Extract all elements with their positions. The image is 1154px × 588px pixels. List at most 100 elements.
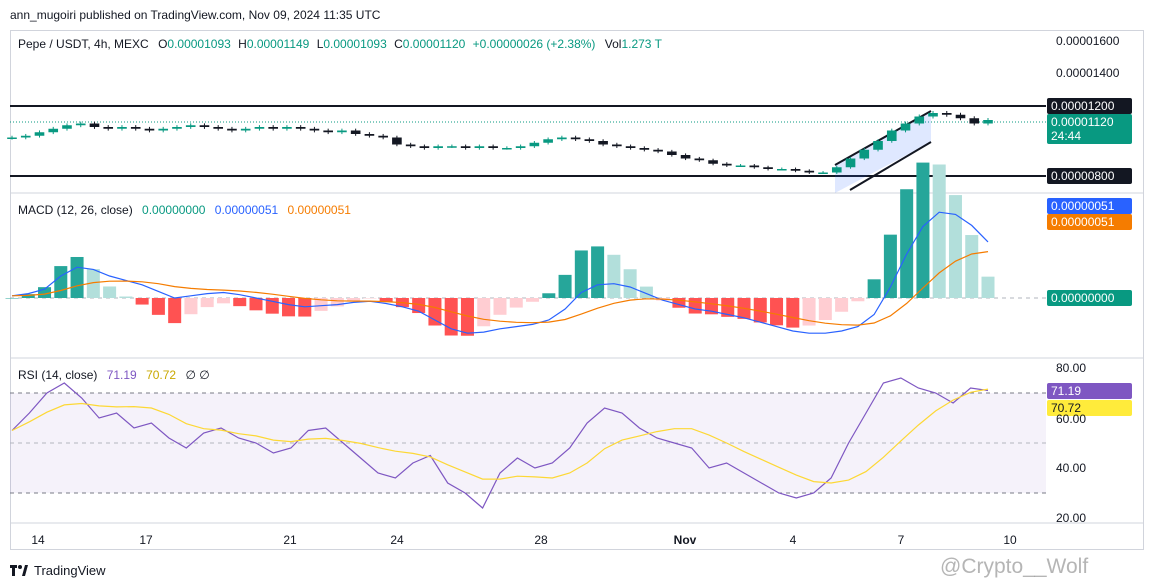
macd-hist-bar [216, 298, 230, 304]
macd-legend[interactable]: MACD (12, 26, close) 0.00000000 0.000000… [18, 203, 351, 217]
candle [776, 169, 787, 171]
symbol-label: Pepe / USDT, 4h, MEXC [18, 37, 149, 51]
candle [735, 165, 746, 167]
macd-name: MACD (12, 26, close) [18, 203, 133, 217]
macd-value: 0.00000051 [214, 203, 279, 217]
macd-hist-bar [330, 298, 344, 307]
candle [103, 127, 114, 129]
candle [282, 127, 292, 129]
macd-hist-bar [428, 298, 442, 326]
vol-value: 1.273 T [621, 37, 662, 51]
macd-hist-bar [753, 298, 767, 323]
candle [405, 144, 416, 147]
macd-signal-tag: 0.00000051 [1047, 198, 1132, 214]
macd-hist-bar [54, 266, 68, 298]
candle [337, 130, 347, 133]
price-label: 0.00001600 [1056, 34, 1120, 48]
candle [75, 123, 86, 126]
candle [914, 116, 925, 124]
macd-hist-bar [103, 286, 117, 298]
macd-hist-bar [688, 298, 702, 314]
candle [392, 137, 402, 145]
x-tick-label: 28 [534, 533, 548, 547]
candle [625, 146, 636, 148]
candle [543, 139, 553, 143]
candle [639, 148, 650, 150]
macd-hist-bar [542, 293, 556, 298]
candle [62, 125, 72, 129]
candle [928, 113, 938, 117]
price-label: 0.00001400 [1056, 66, 1120, 80]
chart-frame[interactable] [10, 30, 1144, 550]
macd-hist-bar [770, 298, 784, 326]
candle [268, 127, 278, 129]
candle [488, 146, 498, 148]
candle [680, 155, 691, 159]
candle [859, 149, 870, 159]
candle [172, 127, 182, 129]
candle [873, 141, 883, 150]
tradingview-brand[interactable]: TradingView [10, 563, 106, 578]
rsi-legend[interactable]: RSI (14, close) 71.19 70.72 ∅ ∅ [18, 368, 210, 382]
candle [89, 123, 100, 127]
candle [831, 167, 842, 173]
candle [323, 130, 333, 133]
brand-name: TradingView [34, 563, 106, 578]
macd-hist-bar [412, 298, 426, 314]
tradingview-logo-icon [10, 564, 28, 576]
candle [240, 128, 251, 131]
watermark: @Crypto__Wolf [940, 555, 1089, 578]
macd-hist-bar [607, 254, 621, 298]
macd-hist-bar [802, 298, 816, 326]
x-tick-label: 4 [789, 533, 797, 547]
macd-hist-bar [851, 298, 865, 302]
candle [790, 169, 801, 171]
x-tick-label: 17 [139, 533, 153, 547]
macd-hist-bar [591, 246, 605, 298]
candle [818, 172, 828, 174]
macd-hist-bar [981, 276, 995, 298]
support-tag: 0.00000800 [1047, 168, 1132, 184]
macd-hist-bar [493, 298, 507, 315]
macd-hist-bar [119, 296, 133, 298]
candle [694, 158, 705, 161]
candle [529, 142, 540, 147]
macd-hist-bar [477, 298, 491, 327]
macd-hist-bar [135, 298, 149, 305]
macd-hist-tag: 0.00000000 [1047, 290, 1132, 306]
ascending-channel [835, 111, 931, 193]
macd-hist-bar [5, 298, 19, 299]
vol-label: Vol [604, 37, 622, 51]
candle [158, 128, 169, 131]
macd-hist-bar [965, 235, 979, 298]
macd-hist-bar [900, 189, 914, 298]
candle [7, 137, 17, 139]
rsi-axis-label: 80.00 [1056, 361, 1087, 375]
macd-hist-bar [460, 298, 474, 336]
main-legend[interactable]: Pepe / USDT, 4h, MEXC O0.00001093 H0.000… [18, 37, 662, 51]
candle [708, 160, 718, 164]
macd-hist-bar [347, 298, 361, 301]
close-value: 0.00001120 [402, 37, 466, 51]
low-label: L [316, 37, 324, 51]
macd-hist-bar [558, 274, 572, 298]
candle [612, 144, 622, 147]
rsi-empty-icons: ∅ ∅ [185, 368, 210, 382]
rsi-value: 71.19 [106, 368, 137, 382]
macd-hist-bar [86, 269, 100, 298]
macd-hist-bar [314, 298, 328, 311]
candle [557, 137, 567, 140]
macd-hist-bar [200, 298, 214, 308]
macd-hist-bar [21, 294, 35, 298]
candles-group [7, 110, 993, 174]
rsi-name: RSI (14, close) [18, 368, 98, 382]
macd-hist-bar [835, 298, 849, 312]
close-label: C [394, 37, 403, 51]
rsi-tag: 71.19 [1047, 383, 1132, 399]
candle [598, 141, 608, 145]
countdown: 24:44 [1051, 129, 1082, 143]
candle [983, 120, 993, 124]
macd-hist-bar [932, 164, 946, 298]
high-value: 0.00001149 [246, 37, 310, 51]
